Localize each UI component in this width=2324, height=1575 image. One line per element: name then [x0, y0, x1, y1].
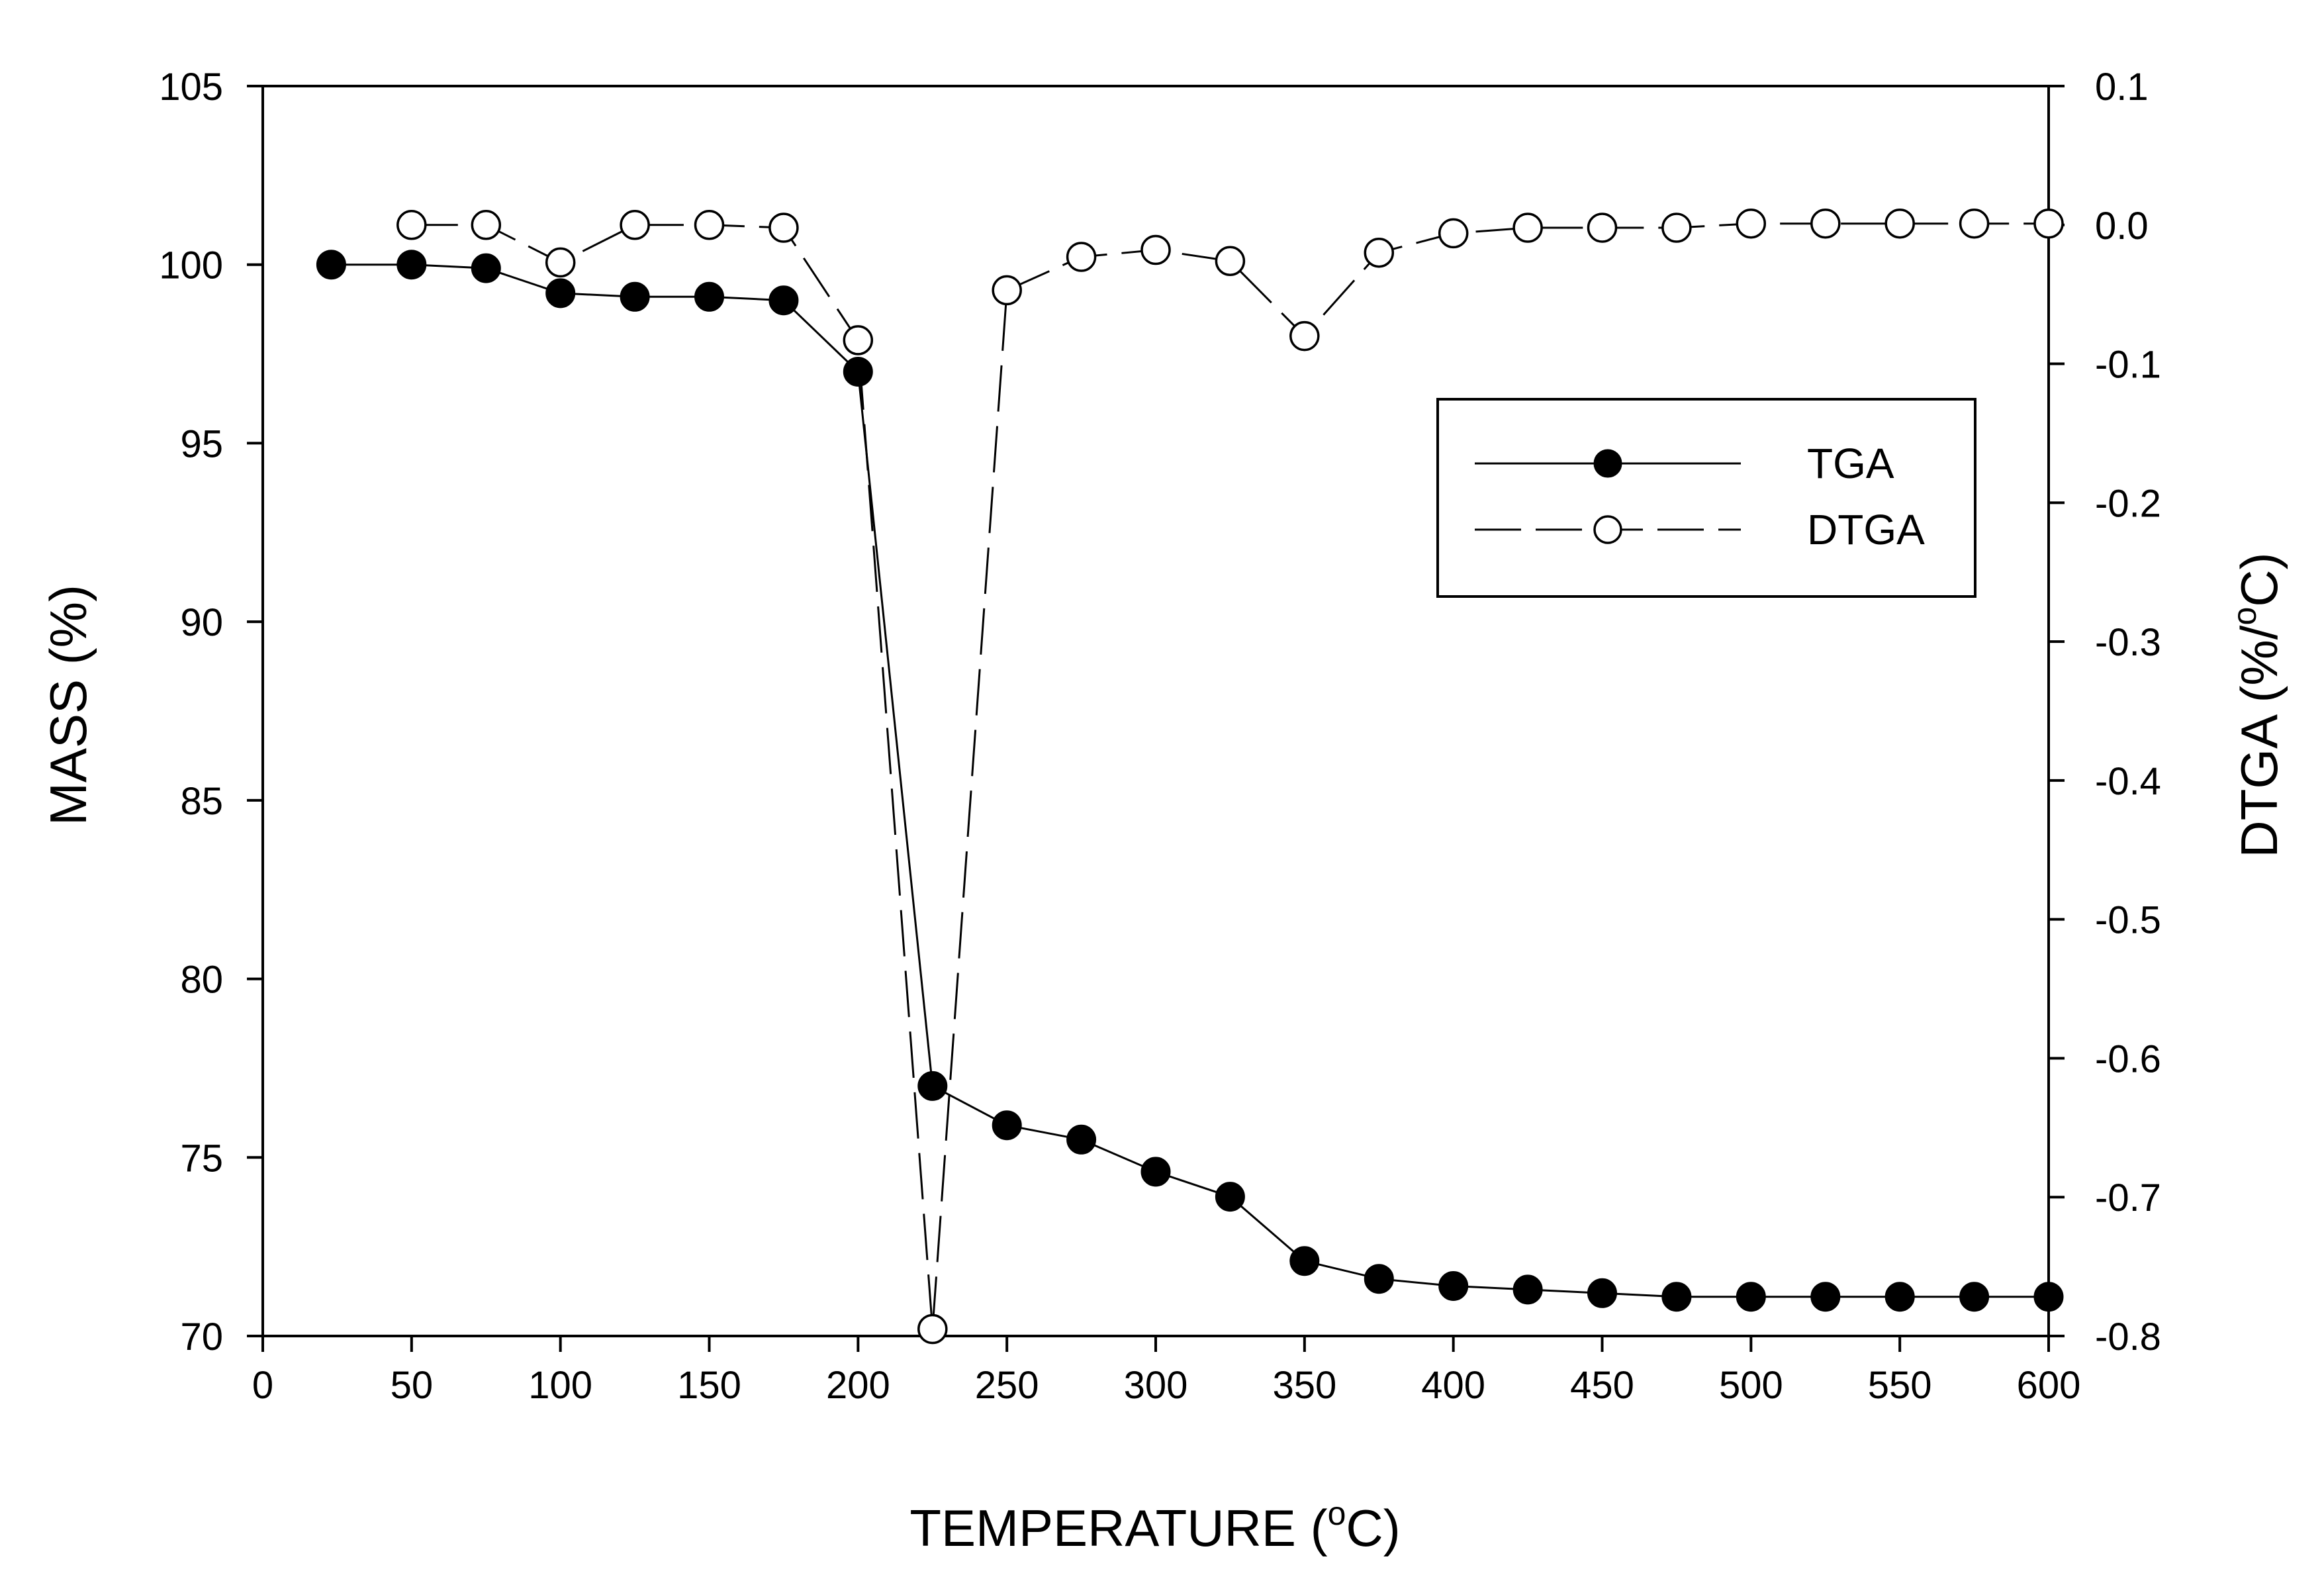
dtga-data-point	[694, 210, 725, 240]
y2-tick-label: 0.1	[2095, 66, 2149, 109]
legend-dtga-label: DTGA	[1807, 506, 1925, 553]
tga-data-point	[1736, 1282, 1766, 1312]
tga-data-point	[1884, 1282, 1915, 1312]
legend-tga-marker	[1593, 449, 1622, 478]
tga-data-point	[1289, 1246, 1320, 1276]
legend-dtga-marker	[1593, 515, 1622, 544]
tga-data-point	[768, 285, 799, 316]
dtga-data-point	[1959, 208, 1990, 239]
tga-data-point	[1364, 1264, 1394, 1294]
tga-data-point	[1810, 1282, 1841, 1312]
y2-tick-label: -0.3	[2095, 621, 2161, 664]
tga-data-point	[1587, 1278, 1617, 1308]
y2-tick-label: -0.5	[2095, 899, 2161, 942]
tga-data-point	[1438, 1271, 1469, 1301]
y2-tick-label: -0.8	[2095, 1315, 2161, 1359]
tga-data-point	[1959, 1282, 1990, 1312]
y-axis-title: MASS (%)	[39, 585, 97, 826]
dtga-data-point	[768, 213, 799, 243]
tga-data-point	[1215, 1182, 1245, 1212]
dtga-data-point	[471, 210, 502, 240]
dtga-data-point	[620, 210, 650, 240]
y-tick-label: 90	[180, 601, 223, 644]
dtga-data-point	[1810, 208, 1841, 239]
y-tick-label: 95	[180, 422, 223, 465]
dtga-data-point	[2033, 208, 2064, 239]
y-tick-label: 80	[180, 959, 223, 1002]
tga-data-point	[843, 357, 873, 387]
legend: TGA DTGA	[1436, 398, 1976, 598]
x-tick-label: 100	[528, 1364, 592, 1407]
y2-tick-label: -0.1	[2095, 344, 2161, 387]
x-tick-label: 500	[1719, 1364, 1783, 1407]
dtga-data-point	[1066, 242, 1097, 272]
x-tick-label: 200	[826, 1364, 890, 1407]
tga-data-point	[620, 281, 650, 312]
dtga-data-point	[1884, 208, 1915, 239]
y2-axis-title: DTGA (%/oC)	[2226, 552, 2288, 857]
x-tick-label: 50	[391, 1364, 434, 1407]
y-tick-label: 85	[180, 780, 223, 823]
x-tick-label: 300	[1124, 1364, 1188, 1407]
dtga-data-point	[1364, 237, 1395, 268]
x-tick-label: 400	[1421, 1364, 1485, 1407]
dtga-data-point	[1512, 213, 1543, 243]
tga-data-point	[917, 1071, 948, 1101]
x-tick-label: 150	[677, 1364, 741, 1407]
y2-tick-label: 0.0	[2095, 205, 2149, 248]
dtga-data-point	[1438, 218, 1469, 249]
dtga-data-point	[1661, 213, 1692, 243]
plot-frame	[261, 85, 2050, 1337]
tga-data-point	[694, 281, 724, 312]
dtga-data-point	[992, 275, 1022, 306]
labels-layer: TEMPERATURE (oC) MASS (%) DTGA (%/oC) 0 5…	[39, 66, 2288, 1557]
tga-data-point	[1661, 1282, 1692, 1312]
dtga-data-point	[1736, 208, 1767, 239]
x-axis-title: TEMPERATURE (oC)	[909, 1495, 1400, 1557]
x-tick-label: 350	[1272, 1364, 1336, 1407]
tga-data-point	[471, 253, 501, 283]
dtga-data-point	[1140, 234, 1171, 265]
tga-data-point	[545, 278, 576, 309]
x-tick-label: 550	[1868, 1364, 1932, 1407]
tga-data-point	[1066, 1124, 1097, 1155]
legend-box	[1436, 398, 1976, 598]
dtga-data-point	[917, 1313, 948, 1345]
y2-tick-label: -0.7	[2095, 1176, 2161, 1219]
y2-tick-label: -0.4	[2095, 760, 2161, 803]
tga-data-point	[2033, 1282, 2064, 1312]
x-tick-label: 600	[2017, 1364, 2081, 1407]
y2-tick-label: -0.6	[2095, 1037, 2161, 1080]
tga-data-point	[316, 250, 346, 280]
y2-tick-label: -0.2	[2095, 482, 2161, 525]
dtga-data-point	[1215, 246, 1246, 277]
dtga-data-point	[843, 325, 874, 356]
series-layer	[316, 208, 2064, 1345]
dtga-data-point	[1587, 213, 1618, 243]
tga-data-point	[1512, 1274, 1543, 1305]
y-tick-label: 105	[159, 66, 223, 109]
dtga-data-point	[1289, 320, 1320, 352]
tga-data-point	[992, 1110, 1022, 1141]
tga-data-point	[396, 250, 427, 280]
tga-data-point	[1140, 1157, 1171, 1187]
x-tick-label: 0	[252, 1364, 273, 1407]
axes-layer	[247, 85, 2065, 1352]
y-tick-label: 100	[159, 244, 223, 287]
y-tick-label: 70	[180, 1315, 223, 1359]
x-tick-label: 450	[1570, 1364, 1634, 1407]
x-tick-label: 250	[975, 1364, 1039, 1407]
y-tick-label: 75	[180, 1137, 223, 1180]
dtga-series-line	[411, 222, 2049, 1329]
legend-tga-label: TGA	[1807, 440, 1894, 487]
dtga-data-point	[545, 247, 576, 278]
dtga-data-point	[396, 210, 427, 240]
